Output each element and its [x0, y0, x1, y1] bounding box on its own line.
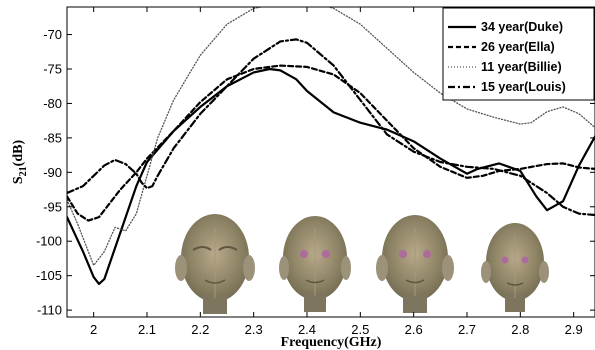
head-models	[175, 214, 549, 314]
x-tick-label: 2.8	[511, 322, 529, 337]
y-tick-label: -80	[43, 96, 62, 111]
x-tick-label: 2.4	[298, 322, 316, 337]
x-axis-label: Frequency(GHz)	[281, 335, 382, 350]
y-tick-label: -110	[37, 303, 62, 318]
series-layer	[67, 7, 595, 286]
head-model-louis	[481, 223, 549, 312]
plot-frame	[66, 6, 595, 318]
legend-label-ella: 26 year(Ella)	[481, 40, 555, 54]
x-tick-label: 2.2	[191, 322, 209, 337]
series-line-11-year-billie	[67, 7, 595, 266]
head-model-duke	[175, 214, 255, 314]
y-axis-label: S21(dB)	[11, 140, 29, 185]
y-tick-label: -90	[43, 165, 62, 180]
y-tick-label: -100	[36, 234, 62, 249]
y-axis-label-unit: (dB)	[11, 140, 26, 167]
y-axis-label-subscript: 21	[18, 166, 29, 176]
x-tick-label: 2.9	[565, 322, 583, 337]
legend-box	[442, 7, 595, 101]
y-tick-label: -75	[43, 62, 62, 77]
x-tick-label: 2.7	[458, 322, 476, 337]
legend-label-billie: 11 year(Billie)	[481, 60, 562, 74]
x-tick-label: 2	[90, 322, 97, 337]
y-axis-label-main: S	[11, 176, 26, 184]
legend-label-duke: 34 year(Duke)	[481, 20, 563, 34]
head-model-ella	[279, 216, 351, 312]
series-line-15-year-louis	[67, 38, 595, 217]
tick-layer: 2 2.1 2.2 2.3 2.4 2.5 2.6 2.7 2.8 2.9 -110 -105 -100…	[36, 7, 595, 337]
y-tick-label: -85	[43, 130, 62, 145]
series-line-26-year-ella	[67, 64, 595, 222]
y-tick-label: -105	[36, 268, 62, 283]
series-line-34-year-duke	[67, 67, 595, 286]
x-tick-label: 2.1	[138, 322, 156, 337]
head-model-billie	[376, 215, 454, 313]
y-tick-label: -70	[43, 27, 62, 42]
legend: 34 year(Duke) 26 year(Ella) 11 year(Bill…	[442, 7, 595, 101]
y-tick-label: -95	[43, 199, 62, 214]
legend-label-louis: 15 year(Louis)	[481, 80, 566, 94]
x-tick-label: 2.6	[405, 322, 423, 337]
x-tick-label: 2.3	[245, 322, 263, 337]
x-tick-label: 2.5	[351, 322, 369, 337]
